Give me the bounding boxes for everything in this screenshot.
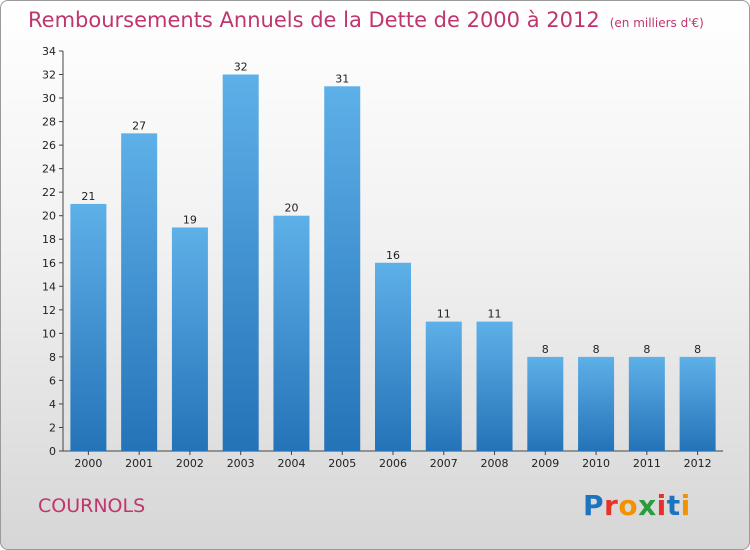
bar xyxy=(171,227,208,451)
y-tick-label: 24 xyxy=(42,163,56,176)
bar-value-label: 8 xyxy=(593,343,600,356)
bar-value-label: 21 xyxy=(81,190,95,203)
logo-letter: P xyxy=(583,489,605,522)
x-tick-label: 2004 xyxy=(277,457,305,470)
bar xyxy=(375,262,411,451)
logo-letter: t xyxy=(666,489,681,522)
bar xyxy=(578,356,615,451)
bar xyxy=(679,356,716,451)
bar xyxy=(527,356,564,451)
bar-value-label: 20 xyxy=(284,202,298,215)
bar-value-label: 8 xyxy=(694,343,701,356)
chart-subtitle: (en milliers d'€) xyxy=(609,16,704,30)
y-tick-label: 20 xyxy=(42,210,56,223)
bar xyxy=(425,321,462,451)
y-tick-label: 32 xyxy=(42,69,56,82)
x-tick-label: 2007 xyxy=(430,457,458,470)
y-tick-label: 0 xyxy=(49,445,56,458)
x-tick-label: 2001 xyxy=(125,457,153,470)
bar-value-label: 11 xyxy=(488,308,502,321)
chart-bars xyxy=(70,74,716,451)
x-tick-label: 2008 xyxy=(481,457,509,470)
bar-value-label: 8 xyxy=(542,343,549,356)
bar xyxy=(273,215,310,451)
y-tick-label: 2 xyxy=(49,421,56,434)
x-tick-label: 2000 xyxy=(74,457,102,470)
chart-title: Remboursements Annuels de la Dette de 20… xyxy=(28,8,704,32)
y-tick-label: 26 xyxy=(42,139,56,152)
y-tick-label: 4 xyxy=(49,398,56,411)
bar-value-label: 16 xyxy=(386,249,400,262)
bar-value-label: 27 xyxy=(132,119,146,132)
bar xyxy=(121,133,158,451)
y-tick-label: 30 xyxy=(42,92,56,105)
bar xyxy=(628,356,665,451)
logo-letter: o xyxy=(618,489,639,522)
y-tick-label: 14 xyxy=(42,280,56,293)
chart-title-text: Remboursements Annuels de la Dette de 20… xyxy=(28,8,600,32)
bar-value-label: 32 xyxy=(234,61,248,74)
y-tick-label: 12 xyxy=(42,304,56,317)
bar-value-label: 8 xyxy=(643,343,650,356)
y-tick-label: 34 xyxy=(42,45,56,58)
bar-value-label: 11 xyxy=(437,308,451,321)
bar xyxy=(222,74,259,451)
x-tick-label: 2005 xyxy=(328,457,356,470)
bar-value-label: 31 xyxy=(335,72,349,85)
x-tick-label: 2010 xyxy=(582,457,610,470)
x-tick-label: 2009 xyxy=(531,457,559,470)
y-tick-label: 10 xyxy=(42,327,56,340)
chart-labels: 21 2000 27 2001 19 2002 32 2003 20 2004 31 2005 16 20… xyxy=(74,61,711,470)
bar-value-label: 19 xyxy=(183,213,197,226)
x-tick-label: 2003 xyxy=(227,457,255,470)
x-tick-label: 2002 xyxy=(176,457,204,470)
proxiti-logo[interactable]: Proxiti xyxy=(583,489,691,522)
y-tick-label: 22 xyxy=(42,186,56,199)
y-tick-label: 8 xyxy=(49,351,56,364)
y-tick-label: 28 xyxy=(42,116,56,129)
bar xyxy=(324,86,361,451)
logo-letter: i xyxy=(680,489,691,522)
logo-letter: i xyxy=(656,489,667,522)
logo-letter: r xyxy=(604,489,619,522)
x-tick-label: 2006 xyxy=(379,457,407,470)
y-tick-label: 6 xyxy=(49,374,56,387)
y-tick-label: 16 xyxy=(42,257,56,270)
y-tick-label: 18 xyxy=(42,233,56,246)
bar xyxy=(70,203,107,451)
x-tick-label: 2012 xyxy=(684,457,712,470)
bar xyxy=(476,321,513,451)
commune-name: COURNOLS xyxy=(38,495,146,517)
logo-letter: x xyxy=(638,489,657,522)
x-tick-label: 2011 xyxy=(633,457,661,470)
